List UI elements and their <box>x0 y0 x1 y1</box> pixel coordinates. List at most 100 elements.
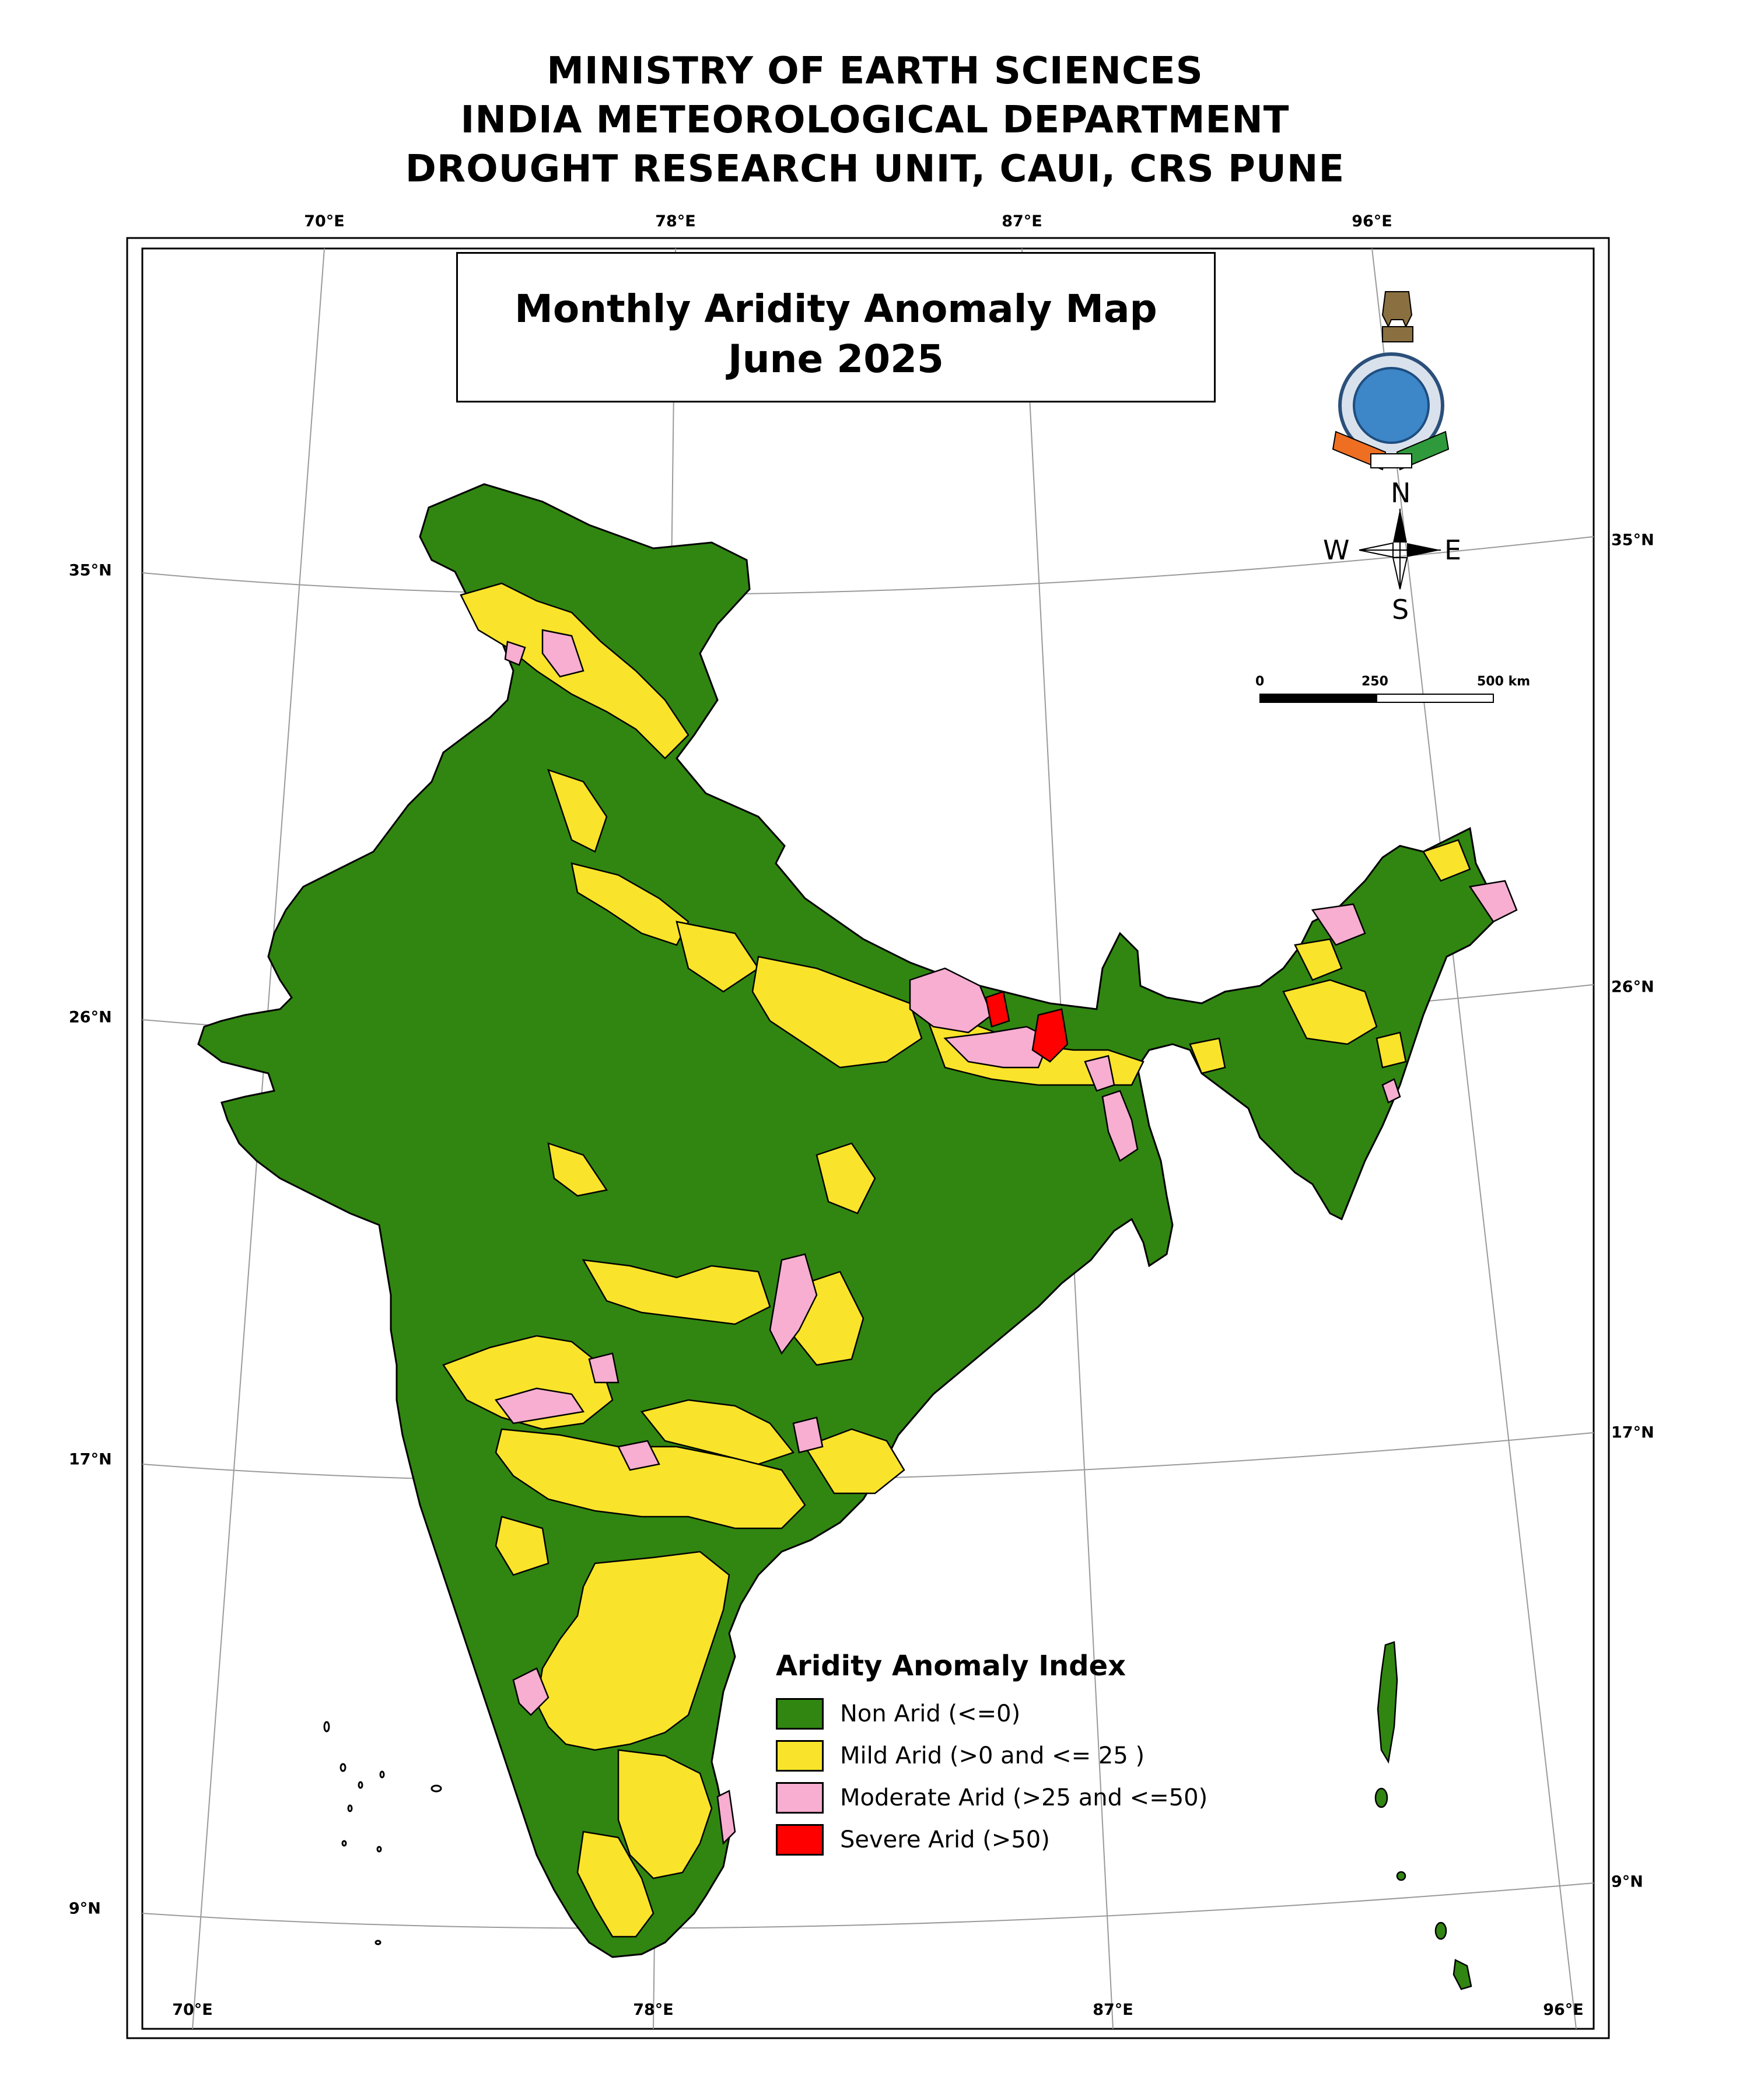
mod-wb-2 <box>1084 1055 1115 1092</box>
mod-telangana <box>617 1440 660 1471</box>
lakshadweep-3 <box>358 1781 363 1789</box>
department-title: INDIA METEOROLOGICAL DEPARTMENT <box>460 99 1290 142</box>
bottom-lon-label-78: 78°E <box>633 2001 674 2019</box>
severe-bihar-1 <box>985 991 1010 1028</box>
mod-ne-north <box>1468 880 1518 923</box>
car-nicobar <box>1396 1871 1406 1881</box>
mod-jk <box>541 629 584 678</box>
right-lat-label-26: 26°N <box>1611 978 1654 996</box>
legend-title: Aridity Anomaly Index <box>776 1650 1126 1682</box>
legend-label-moderate-arid: Moderate Arid (>25 and <=50) <box>840 1784 1208 1811</box>
top-lon-label-70: 70°E <box>304 212 345 230</box>
bottom-lon-label-87: 87°E <box>1093 2001 1133 2019</box>
compass-rose-graphic <box>1359 509 1441 590</box>
top-lon-label-96: 96°E <box>1352 212 1392 230</box>
legend-swatch-moderate-arid <box>776 1782 824 1814</box>
scale-bar-graphic <box>1259 694 1494 703</box>
map-date: June 2025 <box>728 337 944 382</box>
severe-arid-regions <box>985 991 1069 1063</box>
unit-title: DROUGHT RESEARCH UNIT, CAUI, CRS PUNE <box>405 148 1345 191</box>
left-lat-label-35: 35°N <box>69 561 112 580</box>
mild-tn-south <box>576 1831 654 1938</box>
scale-bar-black <box>1259 694 1377 703</box>
legend-item-mild-arid: Mild Arid (>0 and <= 25 ) <box>776 1735 1208 1777</box>
left-lat-label-26: 26°N <box>69 1008 112 1027</box>
legend-item-moderate-arid: Moderate Arid (>25 and <=50) <box>776 1777 1208 1819</box>
emblem-base <box>1382 326 1413 342</box>
mild-hp <box>547 769 608 853</box>
map-title-box: Monthly Aridity Anomaly Map June 2025 <box>456 252 1216 402</box>
scale-label-250: 250 <box>1362 674 1388 689</box>
scale-bar-white <box>1376 694 1494 703</box>
mild-mp-north <box>547 1142 608 1197</box>
mild-ne-mid <box>1294 938 1343 981</box>
lakshadweep-1 <box>323 1721 330 1732</box>
nicobar-mid <box>1434 1922 1447 1940</box>
mod-maha <box>494 1387 585 1424</box>
map-frame-inner <box>141 247 1595 2030</box>
mild-ap <box>804 1428 905 1494</box>
lakshadweep-8 <box>376 1846 382 1853</box>
right-lat-label-17: 17°N <box>1611 1423 1654 1442</box>
mild-mp-south <box>582 1259 771 1325</box>
legend: Aridity Anomaly Index Non Arid (<=0) Mil… <box>776 1650 1208 1861</box>
mod-up-east <box>909 967 993 1034</box>
mod-tn <box>716 1790 736 1845</box>
emblem-ribbon-mid <box>1370 453 1412 468</box>
lakshadweep-9 <box>374 1940 382 1945</box>
moderate-arid-regions <box>494 629 1518 1845</box>
compass-east-label: E <box>1444 534 1462 566</box>
mild-ne-south <box>1376 1031 1407 1069</box>
meridian-96e <box>1371 248 1577 2029</box>
right-lat-label-9: 9°N <box>1611 1873 1643 1891</box>
mild-ne-west <box>1189 1037 1226 1074</box>
parallel-35n <box>142 536 1594 596</box>
andaman-little <box>1374 1787 1388 1808</box>
legend-swatch-mild-arid <box>776 1740 824 1772</box>
mild-up-central <box>676 921 760 993</box>
left-lat-label-17: 17°N <box>69 1450 112 1469</box>
header: MINISTRY OF EARTH SCIENCES INDIA METEORO… <box>0 47 1750 194</box>
lakshadweep-4 <box>379 1770 385 1779</box>
compass-north-label: N <box>1391 477 1411 509</box>
right-lat-label-35: 35°N <box>1611 531 1654 550</box>
great-nicobar <box>1452 1959 1472 1990</box>
lion-capital <box>1381 291 1413 328</box>
mild-ne-north <box>1422 839 1471 882</box>
mod-wb <box>1101 1090 1139 1162</box>
mod-ne-south <box>1381 1078 1401 1104</box>
mild-up-west <box>570 862 690 946</box>
map-title: Monthly Aridity Anomaly Map <box>514 286 1157 331</box>
lakshadweep-islands <box>323 1721 442 1945</box>
mild-mp-east <box>816 1142 876 1214</box>
lakshadweep-6 <box>347 1804 353 1812</box>
ministry-title: MINISTRY OF EARTH SCIENCES <box>547 50 1203 93</box>
legend-item-severe-arid: Severe Arid (>50) <box>776 1819 1208 1861</box>
scale-label-500km: 500 km <box>1477 674 1531 689</box>
top-lon-label-78: 78°E <box>655 212 696 230</box>
mild-telangana <box>640 1399 795 1465</box>
mod-karnataka <box>512 1667 550 1716</box>
andaman-nicobar-islands <box>1374 1641 1472 1990</box>
mild-bihar-west <box>751 956 923 1069</box>
mod-jk-2 <box>504 640 526 666</box>
legend-label-non-arid: Non Arid (<=0) <box>840 1700 1021 1727</box>
top-lon-label-87: 87°E <box>1002 212 1042 230</box>
scale-label-0: 0 <box>1255 674 1265 689</box>
compass-south-label: S <box>1392 594 1409 625</box>
legend-label-severe-arid: Severe Arid (>50) <box>840 1826 1050 1853</box>
mod-ap <box>792 1416 824 1454</box>
legend-swatch-non-arid <box>776 1698 824 1730</box>
left-lat-label-9: 9°N <box>69 1899 101 1918</box>
mild-tn-north <box>617 1749 713 1880</box>
parallel-9n <box>142 1882 1594 1929</box>
map-frame-outer <box>126 237 1610 2039</box>
andaman-north <box>1377 1641 1398 1764</box>
lakshadweep-5 <box>430 1784 442 1793</box>
bottom-lon-label-96: 96°E <box>1543 2001 1584 2019</box>
mild-ne-assam <box>1282 979 1378 1045</box>
mild-karnataka <box>536 1550 730 1751</box>
severe-bihar-2 <box>1031 1008 1069 1063</box>
mod-maha-2 <box>588 1352 620 1384</box>
